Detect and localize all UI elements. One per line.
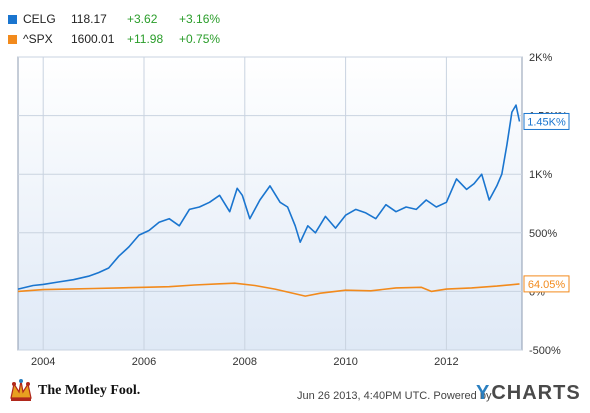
legend-symbol: CELG [23, 12, 56, 26]
legend-item-spx[interactable]: ^SPX 1600.01 +11.98 +0.75% [8, 29, 220, 49]
motley-fool-logo: The Motley Fool. [8, 378, 140, 404]
legend-change: +11.98 [127, 32, 164, 46]
series-line-spx [17, 282, 520, 297]
legend-symbol: ^SPX [23, 32, 53, 46]
jester-hat-icon [10, 379, 32, 401]
y-tick-label: -500% [529, 345, 561, 357]
legend-item-celg[interactable]: CELG 118.17 +3.62 +3.16% [8, 9, 220, 29]
plot-area [17, 56, 523, 351]
end-label: 1.45K% [527, 116, 566, 128]
ycharts-wordmark: CHARTS [491, 382, 581, 404]
legend-swatch-celg [8, 14, 17, 24]
legend-change: +3.62 [127, 12, 158, 26]
legend-percent: +3.16% [179, 12, 221, 26]
x-tick-label: 2004 [31, 356, 55, 368]
footer-timestamp: Jun 26 2013, 4:40PM UTC. Powered by [297, 390, 491, 402]
legend-percent: +0.75% [179, 32, 221, 46]
end-label: 64.05% [528, 279, 566, 291]
chart-legend: CELG 118.17 +3.62 +3.16% ^SPX 1600.01 +1… [8, 9, 220, 49]
powered-by: Powered by [433, 390, 492, 402]
ycharts-logo: Y CHARTS [476, 382, 581, 405]
x-tick-label: 2012 [434, 356, 458, 368]
y-tick-label: 2K% [529, 52, 552, 64]
end-label-box [523, 275, 570, 293]
ycharts-y-mark: Y [476, 382, 491, 404]
x-tick-label: 2006 [132, 356, 156, 368]
end-label-box [523, 112, 570, 130]
series-line-celg [17, 104, 521, 290]
logo-text: The Motley Fool. [38, 383, 141, 398]
legend-price: 1600.01 [71, 32, 115, 46]
y-tick-label: 500% [529, 228, 557, 240]
x-tick-label: 2010 [333, 356, 357, 368]
x-tick-label: 2008 [233, 356, 257, 368]
timestamp: Jun 26 2013, 4:40PM UTC. [297, 390, 431, 402]
y-tick-label: 1K% [529, 169, 552, 181]
legend-swatch-spx [8, 34, 17, 44]
legend-price: 118.17 [71, 12, 107, 26]
